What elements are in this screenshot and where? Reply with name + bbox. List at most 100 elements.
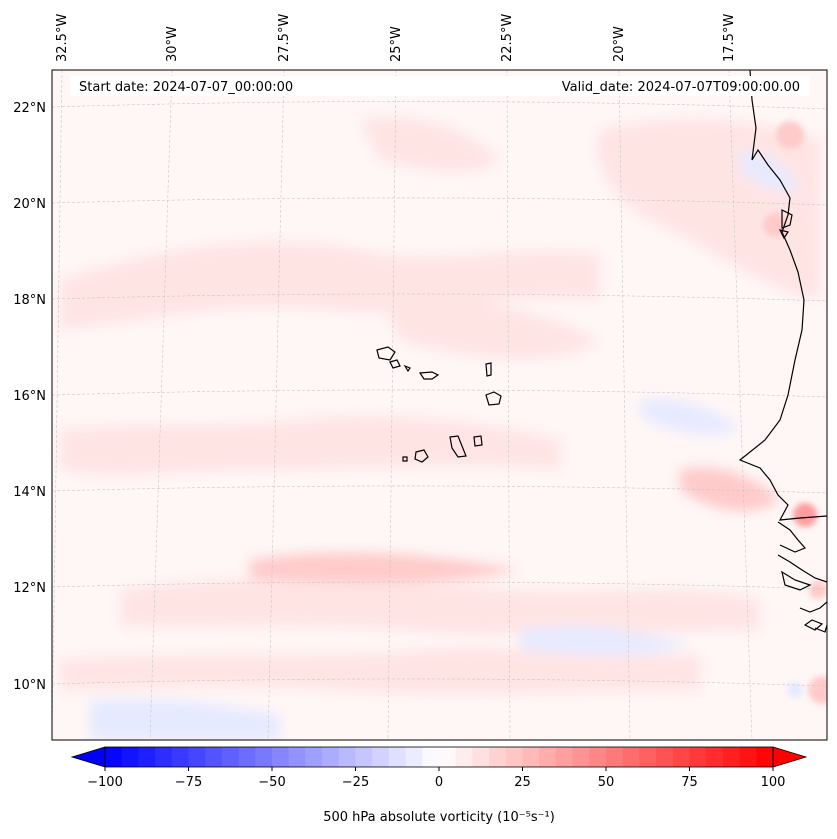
vorticity-max (793, 503, 817, 527)
colorbar-tick-label: −75 (175, 775, 202, 790)
coastal-island (778, 229, 789, 240)
lat-label: 12°N (13, 581, 46, 596)
colorbar-cell (689, 747, 707, 767)
vorticity-band (60, 416, 560, 475)
colorbar-cell (171, 747, 189, 767)
colorbar-cell (706, 747, 724, 767)
island-sao-nicolau (418, 371, 440, 380)
start-date-label: Start date: 2024-07-07_00:00:00 (79, 80, 293, 95)
coastline (376, 70, 827, 633)
vorticity-max (763, 213, 787, 237)
colorbar-cell (272, 747, 290, 767)
valid-date-label: Valid_date: 2024-07-07T09:00:00.00 (562, 80, 800, 95)
longitude-labels: 32.5°W 30°W 27.5°W 25°W 22.5°W 20°W 17.5… (55, 14, 737, 62)
island-sao-vicente (389, 359, 401, 369)
parallel-line (52, 293, 827, 302)
colorbar-ticks: −100 −75 −50 −25 0 25 50 75 100 (87, 767, 785, 790)
vorticity-max (808, 676, 827, 704)
parallel-line (52, 197, 827, 206)
colorbar-cell (572, 747, 590, 767)
vorticity-min (787, 682, 803, 698)
lon-label: 27.5°W (277, 14, 292, 62)
island-maio (473, 435, 483, 447)
colorbar-cell (555, 747, 573, 767)
colorbar-cell (472, 747, 490, 767)
bijagos-islands (781, 570, 812, 591)
lat-label: 22°N (13, 101, 46, 116)
meridian-line (149, 70, 173, 740)
colorbar-cell (622, 747, 640, 767)
colorbar-cell (355, 747, 373, 767)
colorbar-cell (155, 747, 173, 767)
lon-label: 20°W (612, 26, 627, 62)
lon-label: 25°W (389, 26, 404, 62)
colorbar: −100 −75 −50 −25 0 25 50 75 100 500 hPa absolute… (70, 746, 808, 825)
vorticity-band (60, 241, 600, 330)
lon-label: 30°W (165, 26, 180, 62)
colorbar-cell (672, 747, 690, 767)
vorticity-moderate-patch (680, 467, 780, 511)
lon-label: 32.5°W (55, 14, 70, 62)
coastal-island (814, 624, 827, 633)
african-coastline (738, 70, 827, 521)
lat-label: 18°N (13, 293, 46, 308)
map-panel: Start date: 2024-07-07_00:00:00 Valid_da… (52, 70, 827, 740)
colorbar-tick-label: −50 (258, 775, 285, 790)
colorbar-min-extension (70, 746, 106, 768)
colorbar-cell (255, 747, 273, 767)
colorbar-cell (205, 747, 223, 767)
island-santa-luzia (403, 364, 411, 373)
vorticity-band (120, 578, 760, 635)
colorbar-cell (639, 747, 657, 767)
guinea-coastline (799, 601, 827, 613)
colorbar-cell (439, 747, 457, 767)
map-frame (51, 69, 828, 741)
header-strip (70, 76, 810, 96)
colorbar-tick-label: −100 (87, 775, 123, 790)
lon-label: 22.5°W (500, 14, 515, 62)
coastal-island (803, 619, 824, 631)
island-fogo (414, 449, 429, 463)
colorbar-cell (322, 747, 340, 767)
guinea-bissau-coastline (777, 554, 827, 583)
vorticity-negative-patch (740, 150, 800, 192)
parallel-line (52, 678, 827, 687)
vorticity-band (380, 297, 600, 359)
parallel-line (52, 581, 827, 590)
colorbar-cell (105, 747, 123, 767)
colorbar-cell (606, 747, 624, 767)
colorbar-cell (656, 747, 674, 767)
island-boa-vista (485, 391, 502, 406)
colorbar-tick-label: 25 (514, 775, 531, 790)
vorticity-band (60, 647, 700, 695)
vorticity-max (809, 581, 827, 599)
colorbar-cell (422, 747, 440, 767)
vorticity-negative-patch (90, 698, 280, 740)
colorbar-cell (121, 747, 139, 767)
vorticity-max (776, 121, 804, 149)
meridian-line (728, 70, 753, 740)
meridian-line (506, 70, 511, 740)
meridian-line (387, 70, 397, 740)
vorticity-maxima (763, 121, 827, 704)
colorbar-cell (505, 747, 523, 767)
parallel-line (52, 485, 827, 494)
colorbar-cell (138, 747, 156, 767)
lat-label: 20°N (13, 197, 46, 212)
colorbar-cell (288, 747, 306, 767)
colorbar-cell (722, 747, 740, 767)
vorticity-negative-patch (640, 399, 740, 435)
colorbar-cell (489, 747, 507, 767)
colorbar-cell (739, 747, 757, 767)
colorbar-cell (388, 747, 406, 767)
colorbar-cell (522, 747, 540, 767)
island-brava (402, 456, 408, 462)
colorbar-tick-label: −25 (342, 775, 369, 790)
lon-label: 17.5°W (722, 14, 737, 62)
meridian-line (618, 70, 631, 740)
graticule (52, 70, 827, 740)
colorbar-label: 500 hPa absolute vorticity (10⁻⁵s⁻¹) (323, 810, 555, 825)
coastal-island (781, 209, 793, 229)
colorbar-cell (589, 747, 607, 767)
